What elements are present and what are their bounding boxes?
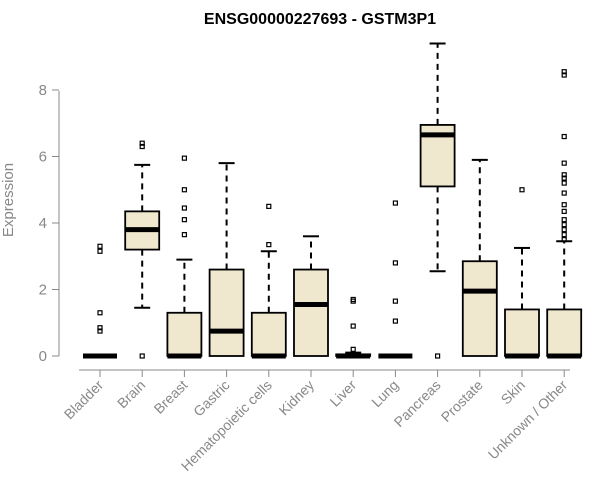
box-liver — [335, 296, 372, 359]
box-breast — [166, 155, 203, 359]
outlier-unknown-other-6 — [561, 180, 567, 186]
outlier-breast-2 — [181, 205, 187, 211]
outlier-brain-1 — [139, 143, 145, 150]
iqr-box-hematopoietic-cells — [250, 311, 287, 357]
outlier-liver-2 — [350, 323, 356, 329]
outlier-unknown-other-13 — [561, 232, 567, 238]
outlier-unknown-other-9 — [561, 208, 567, 214]
iqr-box-prostate — [461, 260, 498, 357]
x-tick-label-liver: Liver — [327, 377, 360, 410]
outlier-unknown-other-14 — [561, 237, 567, 243]
outlier-brain-0 — [139, 140, 145, 146]
y-ticks: 0 2 4 6 8 — [39, 82, 59, 365]
iqr-box-breast — [166, 311, 203, 357]
x-tick-label-breast: Breast — [151, 377, 191, 417]
outlier-lung-1 — [392, 260, 398, 266]
x-tick-label-bladder: Bladder — [61, 377, 107, 423]
iqr-box-skin — [504, 308, 540, 357]
outlier-unknown-other-0 — [561, 69, 567, 75]
outlier-breast-3 — [181, 217, 187, 223]
outlier-breast-4 — [181, 232, 187, 238]
box-hematopoietic-cells — [250, 203, 287, 359]
outlier-breast-1 — [181, 187, 187, 193]
outlier-unknown-other-12 — [561, 227, 567, 233]
outlier-liver-3 — [350, 346, 356, 352]
outlier-hematopoietic-cells-1 — [266, 242, 272, 248]
outlier-unknown-other-7 — [561, 190, 567, 196]
x-tick-label-prostate: Prostate — [438, 377, 486, 425]
outlier-bladder-1 — [97, 248, 103, 254]
box-prostate — [461, 158, 498, 357]
outlier-lung-2 — [392, 298, 398, 304]
box-unknown-other — [546, 69, 583, 359]
y-axis-label: Expression — [0, 163, 17, 237]
outlier-unknown-other-5 — [561, 175, 567, 181]
outlier-unknown-other-4 — [561, 172, 567, 178]
outlier-bladder-2 — [97, 310, 103, 316]
x-tick-label-lung: Lung — [368, 377, 401, 410]
outlier-bladder-4 — [97, 328, 103, 334]
box-skin — [504, 187, 540, 359]
outlier-bladder-3 — [97, 325, 103, 331]
x-tick-label-pancreas: Pancreas — [391, 377, 444, 430]
outlier-lung-3 — [392, 318, 398, 324]
box-bladder — [83, 243, 117, 359]
y-tick-label-0: 0 — [39, 348, 47, 365]
y-tick-label-8: 8 — [39, 82, 47, 99]
outlier-lung-0 — [392, 200, 398, 206]
y-tick-label-6: 6 — [39, 149, 47, 166]
y-tick-label-4: 4 — [39, 215, 47, 232]
outlier-skin-0 — [519, 187, 525, 193]
x-tick-label-kidney: Kidney — [276, 377, 318, 419]
outlier-unknown-other-10 — [561, 217, 567, 223]
outlier-unknown-other-8 — [561, 202, 567, 208]
x-tick-label-skin: Skin — [498, 377, 529, 408]
outlier-breast-0 — [181, 155, 187, 161]
outlier-bladder-0 — [97, 243, 103, 249]
outlier-liver-1 — [350, 298, 356, 304]
box-brain — [124, 140, 161, 359]
chart-title: ENSG00000227693 - GSTM3P1 — [204, 11, 436, 28]
iqr-box-unknown-other — [546, 308, 583, 357]
y-tick-label-2: 2 — [39, 282, 47, 299]
iqr-box-kidney — [293, 268, 329, 357]
outlier-unknown-other-2 — [561, 133, 567, 140]
outlier-unknown-other-3 — [561, 160, 567, 166]
box-series — [83, 42, 583, 359]
outlier-brain-2 — [139, 353, 145, 359]
outlier-unknown-other-11 — [561, 222, 567, 228]
x-tick-label-brain: Brain — [114, 377, 148, 411]
box-lung — [378, 200, 413, 359]
iqr-box-gastric — [208, 268, 245, 357]
outlier-unknown-other-1 — [561, 72, 567, 78]
outlier-pancreas-0 — [435, 353, 441, 359]
box-gastric — [208, 162, 245, 357]
box-pancreas — [419, 42, 456, 359]
x-tick-label-unknown-other: Unknown / Other — [485, 377, 571, 463]
outlier-hematopoietic-cells-0 — [266, 203, 272, 209]
box-kidney — [293, 235, 329, 357]
